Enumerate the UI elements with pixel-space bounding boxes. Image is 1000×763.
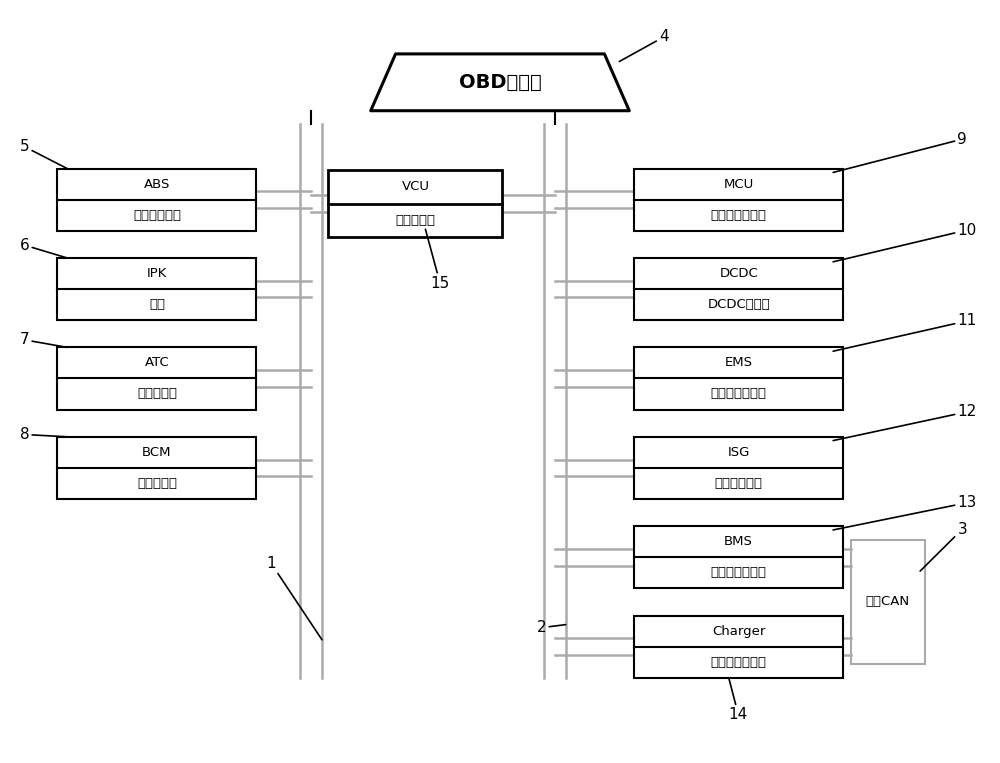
Bar [57,347,256,410]
Bar [57,436,256,499]
Bar [328,170,502,237]
Bar [634,258,843,320]
Text: DCDC: DCDC [719,267,758,280]
Text: BCM: BCM [142,446,172,459]
Text: 充电机控制器: 充电机控制器 [715,477,763,490]
Bar [851,540,925,664]
Bar [57,169,256,230]
Text: 14: 14 [729,678,748,723]
Text: MCU: MCU [724,178,754,191]
Text: OBD诊断口: OBD诊断口 [459,72,541,92]
Text: 充电CAN: 充电CAN [866,595,910,608]
Text: 防抛死控制器: 防抛死控制器 [133,209,181,222]
Bar [634,347,843,410]
Text: ABS: ABS [144,178,170,191]
Text: Charger: Charger [712,625,765,638]
Text: 车载充电控制器: 车载充电控制器 [711,655,767,668]
Text: ATC: ATC [145,356,169,369]
Bar [634,616,843,678]
Text: IPK: IPK [147,267,167,280]
Text: VCU: VCU [401,180,429,193]
Polygon shape [371,54,629,111]
Text: 15: 15 [425,229,450,291]
Text: 车身控制器: 车身控制器 [137,477,177,490]
Text: 7: 7 [20,333,67,347]
Text: 仪表: 仪表 [149,298,165,311]
Text: 8: 8 [20,427,67,442]
Text: DCDC控制器: DCDC控制器 [707,298,770,311]
Text: 5: 5 [20,139,67,169]
Text: 1: 1 [266,555,322,640]
Text: 3: 3 [920,522,967,571]
Text: 高压电池控制器: 高压电池控制器 [711,566,767,579]
Text: 2: 2 [537,620,566,635]
Text: BMS: BMS [724,535,753,548]
Bar [57,258,256,320]
Bar [634,436,843,499]
Text: 整车控制器: 整车控制器 [395,214,435,227]
Text: 发动机管理系统: 发动机管理系统 [711,388,767,401]
Text: 10: 10 [833,223,977,262]
Text: 12: 12 [833,404,977,440]
Text: 9: 9 [833,132,967,172]
Bar [634,526,843,588]
Text: 空调控制器: 空调控制器 [137,388,177,401]
Text: 驱动电机控制器: 驱动电机控制器 [711,209,767,222]
Text: 11: 11 [833,314,977,351]
Bar [634,169,843,230]
Text: 13: 13 [833,495,977,530]
Text: EMS: EMS [725,356,753,369]
Text: 4: 4 [619,29,669,62]
Text: 6: 6 [20,237,67,258]
Text: ISG: ISG [727,446,750,459]
